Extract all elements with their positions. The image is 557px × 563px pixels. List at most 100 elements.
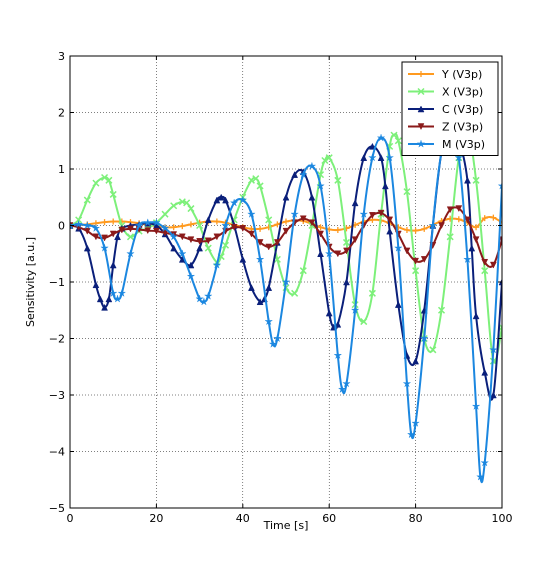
data-point xyxy=(360,154,368,161)
data-point xyxy=(110,218,117,225)
data-point xyxy=(203,291,213,300)
x-tick-label: 0 xyxy=(67,512,74,525)
data-point xyxy=(308,219,316,227)
legend-marker xyxy=(416,139,426,148)
data-point xyxy=(282,193,290,201)
data-point xyxy=(229,198,239,207)
data-point xyxy=(334,250,342,258)
y-tick-label: −4 xyxy=(49,446,65,459)
data-point xyxy=(386,216,394,224)
data-point xyxy=(256,239,264,247)
data-point xyxy=(179,223,186,230)
data-point xyxy=(476,472,485,481)
data-point xyxy=(334,320,342,328)
data-point xyxy=(351,236,359,244)
data-point xyxy=(101,234,108,242)
plot-area xyxy=(70,125,502,484)
legend-label: X (V3p) xyxy=(442,86,483,99)
data-point xyxy=(385,153,394,162)
data-point xyxy=(105,295,113,303)
x-axis-label: Time [s] xyxy=(263,519,309,532)
data-point xyxy=(255,254,265,264)
data-point xyxy=(377,209,385,217)
data-point xyxy=(105,176,113,184)
data-point xyxy=(406,430,416,439)
data-point xyxy=(247,209,256,218)
data-point xyxy=(195,294,204,303)
x-tick-label: 40 xyxy=(236,512,250,525)
data-point xyxy=(161,210,169,218)
data-point xyxy=(230,223,238,231)
data-point xyxy=(265,216,273,224)
data-point xyxy=(283,218,289,225)
data-point xyxy=(368,289,376,297)
data-point xyxy=(472,176,480,184)
data-point xyxy=(96,295,104,303)
data-point xyxy=(213,218,220,225)
axis-ticks: 0 20 40 60 80 100 −5 −4 −3 −2 −1 0 1 2 3 xyxy=(49,50,513,525)
data-point xyxy=(321,156,329,165)
legend-label: Y (V3p) xyxy=(441,68,482,81)
data-point xyxy=(91,223,101,232)
data-point xyxy=(471,401,481,410)
data-point xyxy=(265,284,273,291)
data-point xyxy=(74,219,83,229)
data-point xyxy=(170,202,178,210)
data-point xyxy=(307,161,317,170)
y-tick-label: −1 xyxy=(49,276,65,289)
data-point xyxy=(274,221,281,228)
data-point xyxy=(186,271,196,280)
data-point xyxy=(299,215,307,223)
data-point xyxy=(481,215,488,222)
data-point xyxy=(420,256,428,263)
data-point xyxy=(308,193,316,201)
y-tick-label: 0 xyxy=(58,220,65,233)
data-point xyxy=(403,227,410,234)
x-tick-label: 100 xyxy=(492,512,513,525)
data-point xyxy=(473,224,480,231)
data-point xyxy=(239,225,247,232)
data-point xyxy=(187,236,195,244)
data-point xyxy=(342,238,351,246)
data-point xyxy=(257,225,264,232)
data-point xyxy=(264,317,274,326)
data-point xyxy=(360,318,368,326)
data-point xyxy=(394,301,402,308)
legend-marker xyxy=(417,123,425,131)
data-point xyxy=(126,233,135,241)
legend-label: M (V3p) xyxy=(442,138,485,151)
legend-entry: M (V3p) xyxy=(408,138,485,151)
series-m xyxy=(70,130,502,484)
data-point xyxy=(446,233,454,241)
data-point xyxy=(421,225,428,232)
data-point xyxy=(464,216,471,224)
data-point xyxy=(170,224,177,231)
data-point xyxy=(412,357,420,365)
data-point xyxy=(381,182,389,190)
data-point xyxy=(497,181,502,190)
data-point xyxy=(109,261,117,269)
data-point xyxy=(113,294,122,303)
data-point xyxy=(217,193,225,201)
data-point xyxy=(152,218,161,227)
legend-entry: Y (V3p) xyxy=(408,68,482,81)
data-point xyxy=(481,368,489,376)
data-point xyxy=(204,216,212,224)
data-point xyxy=(412,267,420,275)
data-point xyxy=(204,244,212,252)
legend-label: C (V3p) xyxy=(442,103,483,116)
data-point xyxy=(187,205,195,213)
data-point xyxy=(412,227,419,234)
data-point xyxy=(134,220,144,230)
data-point xyxy=(282,227,290,235)
data-point xyxy=(343,278,350,286)
data-point xyxy=(412,257,420,265)
data-point xyxy=(183,199,191,207)
data-point xyxy=(247,176,255,184)
data-point xyxy=(239,255,247,263)
data-point xyxy=(394,243,403,252)
data-point xyxy=(468,244,476,252)
legend-entry: Z (V3p) xyxy=(408,121,483,134)
y-tick-label: 3 xyxy=(58,50,65,63)
